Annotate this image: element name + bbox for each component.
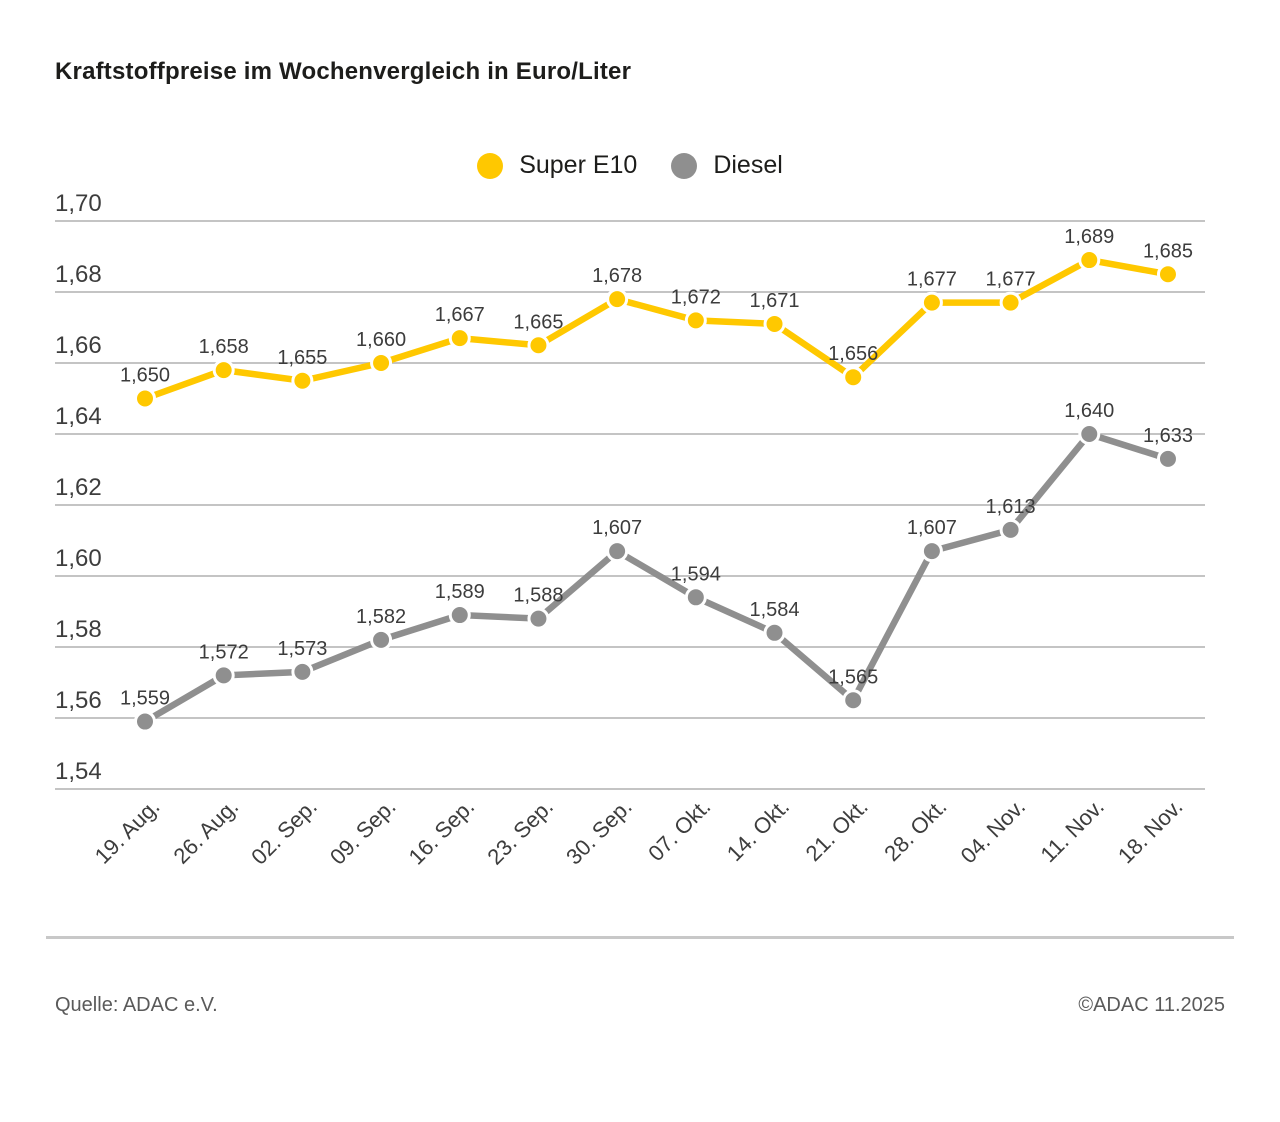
x-axis-tick-label: 26. Aug. xyxy=(168,794,243,869)
x-axis-tick-label: 09. Sep. xyxy=(325,794,401,870)
value-label-super-e10: 1,672 xyxy=(671,286,721,308)
value-label-super-e10: 1,650 xyxy=(120,365,170,387)
data-point-super-e10 xyxy=(763,312,786,335)
value-label-diesel: 1,589 xyxy=(435,581,485,603)
value-label-super-e10: 1,656 xyxy=(828,343,878,365)
data-point-diesel xyxy=(1078,423,1101,445)
x-axis-tick-label: 23. Sep. xyxy=(482,794,558,870)
data-point-super-e10 xyxy=(1156,263,1179,286)
x-axis-tick-label: 30. Sep. xyxy=(561,794,637,870)
y-axis-tick-label: 1,62 xyxy=(55,474,102,501)
y-axis-tick-label: 1,66 xyxy=(55,332,102,359)
footer-divider xyxy=(46,936,1234,939)
data-point-diesel xyxy=(291,660,314,683)
value-label-diesel: 1,559 xyxy=(120,688,170,710)
value-label-super-e10: 1,658 xyxy=(199,336,249,358)
y-axis-tick-label: 1,54 xyxy=(55,758,102,785)
copyright-label: ©ADAC 11.2025 xyxy=(1078,994,1225,1016)
legend-item-diesel: Diesel xyxy=(671,151,783,180)
value-label-diesel: 1,572 xyxy=(199,641,249,663)
data-point-super-e10 xyxy=(370,352,393,374)
data-point-super-e10 xyxy=(448,327,471,350)
y-axis-tick-label: 1,60 xyxy=(55,545,102,572)
footer: Quelle: ADAC e.V. ©ADAC 11.2025 xyxy=(55,994,1225,1017)
value-label-diesel: 1,565 xyxy=(828,666,878,688)
value-label-super-e10: 1,689 xyxy=(1064,226,1114,248)
chart-title: Kraftstoffpreise im Wochenvergleich in E… xyxy=(55,58,632,85)
data-point-diesel xyxy=(212,664,235,687)
x-axis-tick-label: 16. Sep. xyxy=(404,794,480,870)
y-axis-tick-label: 1,64 xyxy=(55,403,102,430)
x-axis-tick-label: 18. Nov. xyxy=(1113,794,1187,868)
value-label-super-e10: 1,655 xyxy=(277,347,327,369)
value-label-diesel: 1,613 xyxy=(986,496,1036,518)
value-label-diesel: 1,607 xyxy=(592,517,642,539)
x-axis-tick-label: 14. Okt. xyxy=(722,794,794,866)
data-point-diesel xyxy=(842,689,865,712)
legend-dot-super-e10-icon xyxy=(477,152,504,179)
data-point-super-e10 xyxy=(999,291,1022,314)
data-point-diesel xyxy=(999,518,1022,541)
x-axis-tick-label: 02. Sep. xyxy=(246,794,322,870)
value-label-diesel: 1,582 xyxy=(356,606,406,628)
value-label-diesel: 1,607 xyxy=(907,517,957,539)
data-point-diesel xyxy=(763,621,786,644)
data-point-super-e10 xyxy=(134,387,156,410)
value-label-super-e10: 1,677 xyxy=(986,269,1036,291)
legend-label-super-e10: Super E10 xyxy=(519,151,638,179)
source-label: Quelle: ADAC e.V. xyxy=(55,994,218,1016)
x-axis-tick-label: 19. Aug. xyxy=(90,794,165,869)
data-point-super-e10 xyxy=(842,366,865,389)
legend: Super E10 Diesel xyxy=(55,151,1205,180)
x-axis-tick-label: 11. Nov. xyxy=(1036,794,1109,867)
x-axis-tick-label: 07. Okt. xyxy=(643,794,715,866)
series-line-diesel xyxy=(143,430,1169,725)
x-axis-tick-label: 21. Okt. xyxy=(801,794,873,866)
value-label-diesel: 1,640 xyxy=(1064,400,1114,422)
value-label-diesel: 1,573 xyxy=(277,638,327,660)
y-axis-tick-label: 1,58 xyxy=(55,616,102,643)
y-axis-tick-label: 1,56 xyxy=(55,687,102,714)
value-label-super-e10: 1,667 xyxy=(435,304,485,326)
x-axis-tick-label: 28. Okt. xyxy=(879,794,951,866)
data-point-super-e10 xyxy=(684,309,707,332)
legend-dot-diesel-icon xyxy=(671,152,698,179)
value-label-super-e10: 1,671 xyxy=(749,290,799,312)
data-point-diesel xyxy=(920,540,943,563)
legend-item-super-e10: Super E10 xyxy=(477,151,637,180)
data-point-diesel xyxy=(684,586,707,609)
line-chart: 1,70 1,68 1,66 1,64 1,62 1,60 1,58 1,56 1,54 19. … xyxy=(55,190,1205,870)
data-point-super-e10 xyxy=(212,359,235,382)
data-point-diesel xyxy=(606,540,629,563)
y-axis-tick-label: 1,70 xyxy=(55,190,102,217)
data-point-diesel xyxy=(134,710,156,733)
series-line-super-e10 xyxy=(143,256,1169,402)
data-point-super-e10 xyxy=(1078,249,1101,272)
value-label-diesel: 1,588 xyxy=(513,585,563,607)
value-label-diesel: 1,584 xyxy=(749,599,799,621)
value-label-super-e10: 1,665 xyxy=(513,311,563,333)
data-point-super-e10 xyxy=(606,288,629,311)
legend-label-diesel: Diesel xyxy=(713,151,783,179)
data-point-diesel xyxy=(448,604,471,627)
value-label-super-e10: 1,678 xyxy=(592,265,642,287)
data-point-diesel xyxy=(1156,447,1179,470)
value-label-diesel: 1,633 xyxy=(1143,425,1193,447)
data-point-super-e10 xyxy=(920,291,943,314)
data-point-super-e10 xyxy=(291,369,314,392)
value-label-super-e10: 1,677 xyxy=(907,269,957,291)
value-label-super-e10: 1,660 xyxy=(356,329,406,351)
data-point-diesel xyxy=(370,628,393,651)
data-point-super-e10 xyxy=(527,334,550,357)
value-label-super-e10: 1,685 xyxy=(1143,240,1193,262)
data-point-diesel xyxy=(527,607,550,630)
value-label-diesel: 1,594 xyxy=(671,563,721,585)
x-axis-tick-label: 04. Nov. xyxy=(956,794,1030,868)
y-axis-tick-label: 1,68 xyxy=(55,261,102,288)
